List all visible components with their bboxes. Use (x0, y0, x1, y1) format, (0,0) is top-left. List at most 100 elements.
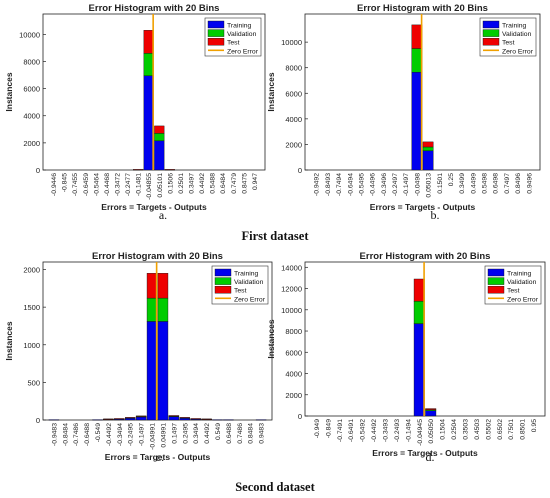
bar-test-7 (114, 418, 125, 420)
x-tick-label: -0.2497 (392, 173, 399, 196)
x-tick-label: 0.6484 (220, 173, 227, 194)
x-tick-label: -0.7491 (337, 419, 344, 442)
x-tick-label: -0.1497 (139, 423, 146, 446)
x-tick-label: 0.6498 (493, 173, 500, 194)
x-axis-label: Errors = Targets - Outputs (105, 452, 211, 462)
x-tick-label: -0.8484 (62, 423, 69, 446)
y-tick-label: 6000 (285, 89, 302, 98)
bar-training-11 (425, 410, 437, 417)
x-tick-label: -0.7455 (72, 173, 79, 196)
x-tick-label: 0.4503 (474, 419, 481, 440)
bar-test-13 (179, 417, 190, 419)
x-tick-label: 0.549 (215, 423, 222, 440)
chart-title: Error Histogram with 20 Bins (360, 251, 491, 262)
bar-training-12 (168, 416, 180, 421)
x-tick-label: -0.2495 (128, 423, 135, 446)
y-tick-label: 500 (27, 378, 40, 387)
y-tick-label: 2000 (23, 139, 40, 148)
y-tick-label: 4000 (23, 112, 40, 121)
x-axis-label: Errors = Targets - Outputs (372, 448, 478, 458)
x-tick-label: -0.3493 (383, 419, 390, 442)
x-tick-label: 0.05101 (157, 173, 164, 198)
legend-label-training: Training (507, 271, 532, 278)
bar-test-11 (157, 273, 169, 299)
legend-label-training: Training (227, 23, 252, 30)
caption-d: d. (425, 450, 435, 464)
legend-swatch-test (207, 38, 225, 46)
y-tick-label: 8000 (23, 57, 40, 66)
bar-test-9 (135, 415, 147, 417)
x-axis-label: Errors = Targets - Outputs (370, 202, 476, 212)
legend-swatch-test (487, 286, 505, 294)
x-tick-label: 0.5488 (210, 173, 217, 194)
x-tick-label: -0.9483 (51, 423, 58, 446)
x-tick-label: 0.7501 (508, 419, 515, 440)
x-tick-label: -0.549 (95, 423, 102, 442)
legend-label-test: Test (234, 288, 247, 295)
y-tick-label: 10000 (19, 30, 40, 39)
x-tick-label: 0.95 (531, 419, 538, 432)
x-tick-label: -0.7494 (336, 173, 343, 196)
x-tick-label: 0.4492 (204, 423, 211, 444)
x-tick-label: 0.9496 (526, 173, 533, 194)
x-tick-label: -0.5495 (358, 173, 365, 196)
y-axis-label: Instances (4, 321, 14, 360)
x-tick-label: -0.6488 (84, 423, 91, 446)
bar-training-10 (143, 75, 154, 171)
y-tick-label: 2000 (285, 140, 302, 149)
x-tick-label: 0.947 (252, 173, 259, 190)
dataset-label-second: Second dataset (235, 480, 315, 494)
bar-validation-10 (413, 301, 425, 324)
bar-validation-10 (146, 297, 158, 322)
y-tick-label: 4000 (285, 115, 302, 124)
x-tick-label: -0.7486 (73, 423, 80, 446)
x-tick-label: -0.5464 (93, 173, 100, 196)
legend-label-validation: Validation (507, 279, 537, 286)
x-tick-label: -0.3494 (117, 423, 124, 446)
x-tick-label: -0.949 (314, 419, 321, 438)
bar-training-17 (223, 419, 234, 421)
bar-validation-11 (154, 133, 165, 142)
x-tick-label: -0.8493 (325, 173, 332, 196)
legend-swatch-validation (487, 277, 505, 285)
legend-swatch-validation (482, 29, 500, 37)
bar-test-11 (425, 408, 437, 410)
legend-label-test: Test (227, 40, 240, 47)
legend-label-training: Training (234, 271, 259, 278)
x-tick-label: -0.1497 (403, 173, 410, 196)
x-tick-label: -0.845 (62, 173, 69, 192)
bar-test-9 (133, 169, 144, 171)
legend-label-validation: Validation (227, 31, 257, 38)
bar-test-8 (125, 417, 136, 419)
x-tick-label: -0.4492 (371, 419, 378, 442)
legend-label-test: Test (502, 40, 515, 47)
legend-swatch-validation (207, 29, 225, 37)
y-tick-label: 0 (298, 412, 302, 421)
x-tick-label: -0.9492 (314, 173, 321, 196)
x-tick-label: -0.0498 (414, 173, 421, 196)
bar-training-10 (146, 321, 158, 421)
caption-c: c. (155, 450, 165, 464)
bar-training-16 (212, 419, 223, 421)
bar-test-12 (164, 169, 175, 171)
y-tick-label: 8000 (285, 64, 302, 73)
legend-label-zero-error: Zero Error (502, 48, 534, 55)
chart-panel-3: Error Histogram with 20 Bins 0 500 1000 1500… (4, 251, 273, 462)
dataset-label-first: First dataset (241, 229, 309, 243)
chart-title: Error Histogram with 20 Bins (89, 3, 220, 14)
legend-swatch-test (482, 38, 500, 46)
legend-label-validation: Validation (502, 31, 532, 38)
bar-test-10 (411, 24, 423, 49)
chart-title: Error Histogram with 20 Bins (92, 251, 223, 262)
x-tick-label: 0.8484 (248, 423, 255, 444)
x-tick-label: 0.3494 (193, 423, 200, 444)
legend-label-zero-error: Zero Error (507, 296, 539, 303)
x-tick-label: 0.4492 (199, 173, 206, 194)
x-axis-label: Errors = Targets - Outputs (101, 202, 207, 212)
y-tick-label: 8000 (285, 327, 302, 336)
bar-training-11 (154, 140, 165, 171)
y-tick-label: 6000 (285, 348, 302, 357)
